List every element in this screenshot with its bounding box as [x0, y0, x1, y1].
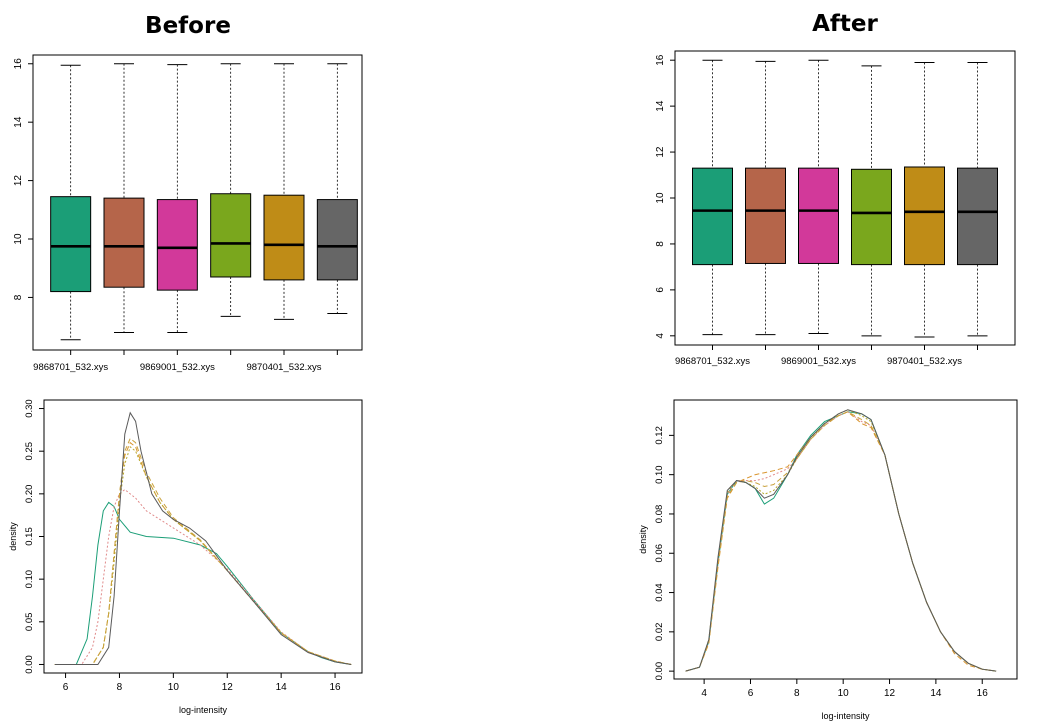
chart2-before-ylabel: density — [8, 522, 18, 551]
chart3-after-frame — [673, 399, 1018, 680]
chart0-before-box-0 — [50, 196, 92, 293]
chart1-after-ytick-label-2: 8 — [655, 241, 666, 247]
chart3-after-density-line-2 — [685, 411, 997, 672]
chart2-before-xlabel: log-intensity — [179, 705, 228, 715]
chart2-before-xtick-label-3: 12 — [222, 682, 234, 693]
chart3-after-density-line-0 — [685, 411, 997, 672]
chart2-before-density-line-3 — [54, 446, 352, 665]
chart2-before-xtick-label-1: 8 — [117, 682, 123, 693]
chart1-after-box-1 — [745, 167, 786, 264]
chart0-before-box-3 — [210, 193, 252, 278]
chart0-before-category-label-0: 9868701_532.xys — [33, 362, 108, 373]
chart3-after-xtick-label-6: 16 — [977, 688, 989, 699]
chart3-after-ytick-label-0: 0.00 — [654, 662, 665, 681]
chart0-before-ytick-label-1: 10 — [13, 233, 24, 245]
chart2-before-xtick-label-2: 10 — [168, 682, 180, 693]
chart2-before-ytick-label-2: 0.10 — [24, 570, 35, 589]
chart1-after-category-label-2: 9869001_532.xys — [781, 356, 856, 367]
chart2-before-xtick-label-0: 6 — [63, 682, 69, 693]
chart1-after-ytick-label-4: 12 — [655, 146, 666, 158]
chart3-after-xtick-label-1: 6 — [748, 688, 754, 699]
chart2-before-ytick-label-0: 0.00 — [24, 655, 35, 674]
chart3-after-ytick-label-3: 0.06 — [654, 544, 665, 563]
chart0-before-ytick-label-2: 12 — [13, 175, 24, 187]
chart3-after-density-line-5 — [685, 409, 997, 672]
chart1-after-ytick-label-0: 4 — [655, 333, 666, 339]
chart2-before-frame — [43, 399, 363, 674]
chart3-after-ylabel: density — [638, 525, 648, 554]
chart1-after-ytick-label-1: 6 — [655, 287, 666, 293]
chart3-after-ytick-label-6: 0.12 — [654, 426, 665, 445]
chart1-after-box-3 — [851, 168, 892, 266]
after-title: After — [812, 11, 878, 37]
chart3-after-ytick-label-2: 0.04 — [654, 583, 665, 602]
before-title: Before — [145, 13, 231, 39]
chart2-before-xtick-label-4: 14 — [276, 682, 288, 693]
chart2-before-ytick-label-6: 0.30 — [24, 399, 35, 418]
chart1-after-ytick-label-5: 14 — [655, 100, 666, 112]
chart0-before-ytick-label-3: 14 — [13, 116, 24, 128]
chart2-before-density-line-0 — [54, 501, 352, 665]
chart2-before-density-line-1 — [54, 488, 352, 665]
chart1-after-box-0 — [692, 167, 733, 266]
chart0-before-box-2 — [156, 199, 198, 291]
chart1-after-box-5 — [957, 167, 998, 266]
chart3-after-ytick-label-1: 0.02 — [654, 623, 665, 642]
chart2-before-density-line-4 — [54, 437, 352, 665]
chart0-before-ytick-label-0: 8 — [13, 294, 24, 300]
chart3-after-density-line-1 — [685, 411, 997, 672]
chart1-after-box-2 — [798, 167, 839, 264]
chart1-after-category-label-0: 9868701_532.xys — [675, 356, 750, 367]
chart3-after-density-line-3 — [685, 409, 997, 672]
chart3-after-xtick-label-3: 10 — [838, 688, 850, 699]
chart0-before-box-5 — [316, 199, 358, 281]
chart2-before-density-line-5 — [54, 411, 352, 665]
chart2-before-ytick-label-5: 0.25 — [24, 442, 35, 461]
chart2-before-xtick-label-5: 16 — [329, 682, 341, 693]
chart3-after-xtick-label-5: 14 — [930, 688, 942, 699]
chart2-before-ytick-label-1: 0.05 — [24, 613, 35, 632]
chart0-before-category-label-4: 9870401_532.xys — [246, 362, 321, 373]
chart3-after-xlabel: log-intensity — [821, 711, 870, 721]
chart0-before-ytick-label-4: 16 — [13, 58, 24, 70]
chart3-after-ytick-label-5: 0.10 — [654, 465, 665, 484]
chart1-after-ytick-label-3: 10 — [655, 192, 666, 204]
chart2-before-density-line-2 — [54, 441, 352, 665]
chart3-after-density-line-4 — [685, 411, 997, 672]
chart3-after-xtick-label-2: 8 — [794, 688, 800, 699]
chart0-before-box-4 — [263, 194, 305, 281]
chart2-before-ytick-label-3: 0.15 — [24, 527, 35, 546]
chart3-after-xtick-label-0: 4 — [701, 688, 707, 699]
chart0-before-frame — [32, 54, 363, 351]
chart0-before-box-1 — [103, 197, 145, 288]
chart0-before-category-label-2: 9869001_532.xys — [140, 362, 215, 373]
chart3-after-xtick-label-4: 12 — [884, 688, 896, 699]
chart3-after-ytick-label-4: 0.08 — [654, 505, 665, 524]
chart1-after-ytick-label-6: 16 — [655, 54, 666, 66]
chart1-after-category-label-4: 9870401_532.xys — [887, 356, 962, 367]
chart1-after-box-4 — [904, 166, 945, 266]
chart2-before-ytick-label-4: 0.20 — [24, 485, 35, 504]
